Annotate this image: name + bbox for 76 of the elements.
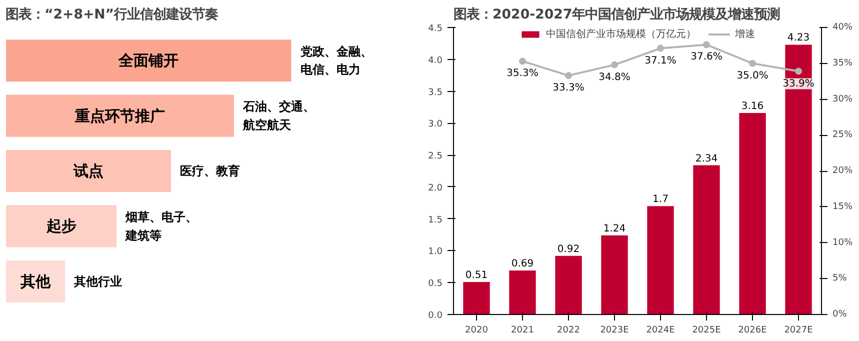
- x-tick-label: 2021: [511, 326, 534, 336]
- bar: [6, 204, 118, 248]
- y-tick-label: 其他: [20, 272, 52, 290]
- data-label: 35.3%: [506, 68, 538, 80]
- y-tick-label: 试点: [72, 162, 104, 180]
- bar: [785, 44, 812, 314]
- data-label: 0.92: [557, 244, 580, 255]
- x-tick-label: 2020: [465, 326, 488, 336]
- y-tick-label: 1.5: [428, 215, 443, 226]
- data-label: 0.69: [511, 258, 534, 270]
- y2-tick-label: 25%: [832, 130, 853, 140]
- data-label: 37.1%: [644, 55, 676, 66]
- y-tick-label: 全面铺开: [118, 52, 179, 70]
- data-label: 4.23: [787, 32, 810, 44]
- x-tick-label: 2025E: [692, 326, 722, 336]
- bar: [601, 235, 628, 314]
- data-label: 34.8%: [598, 72, 630, 83]
- bar: [739, 112, 766, 314]
- x-tick-label: 2026E: [738, 326, 768, 336]
- data-label: 1.7: [652, 194, 668, 206]
- legend-label: 中国信创产业市场规模（万亿元）: [546, 28, 696, 41]
- y-tick-label: 0.5: [428, 279, 443, 290]
- y2-tick-label: 20%: [832, 166, 853, 176]
- y2-tick-label: 10%: [832, 238, 853, 248]
- y-tick-label: 起步: [45, 217, 76, 236]
- annotation: 医疗、教育: [180, 164, 240, 178]
- x-tick-label: 2023E: [600, 326, 630, 336]
- data-label: 2.34: [695, 153, 718, 164]
- y-tick-label: 0.0: [428, 311, 443, 321]
- bar: [463, 282, 490, 314]
- y2-tick-label: 40%: [832, 22, 853, 32]
- y-tick-label: 2.5: [428, 152, 443, 162]
- annotation: 党政、金融、电信、电力: [299, 44, 372, 77]
- data-label: 33.9%: [782, 78, 814, 90]
- y2-tick-label: 35%: [832, 58, 853, 68]
- data-label: 1.24: [603, 223, 626, 234]
- point: [795, 68, 802, 75]
- x-tick-label: 2024E: [646, 326, 676, 336]
- bar: [693, 165, 720, 314]
- point: [749, 60, 756, 67]
- data-label: 37.6%: [690, 52, 722, 63]
- data-label: 3.16: [741, 100, 764, 112]
- data-label: 0.51: [465, 270, 488, 281]
- data-label: 35.0%: [736, 70, 768, 82]
- point: [565, 72, 572, 80]
- y-tick-label: 3.5: [428, 88, 443, 98]
- bar: [555, 256, 582, 314]
- y-tick-label: 3.0: [428, 120, 443, 130]
- y2-tick-label: 30%: [832, 94, 853, 104]
- y2-tick-label: 0%: [832, 310, 848, 320]
- bar: [6, 94, 235, 138]
- chart-title: 图表：2020-2027年中国信创产业市场规模及增速预测: [454, 6, 780, 22]
- legend-label: 增速: [735, 28, 755, 41]
- annotation: 石油、交通、航空航天: [242, 100, 316, 132]
- data-label: 33.3%: [552, 82, 584, 94]
- x-tick-label: 2027E: [784, 326, 814, 336]
- annotation: 其他行业: [73, 274, 122, 288]
- chart-title: 图表：“2+8+N”行业信创建设节奏: [6, 8, 220, 22]
- bar: [6, 38, 292, 83]
- y-tick-label: 重点环节推广: [74, 106, 165, 125]
- x-tick-label: 2022: [557, 326, 580, 336]
- bar: [647, 206, 674, 314]
- point: [611, 61, 618, 68]
- y2-tick-label: 5%: [832, 274, 848, 284]
- y-tick-label: 1.0: [428, 247, 443, 258]
- y2-tick-label: 15%: [832, 202, 853, 212]
- y-tick-label: 4.0: [428, 56, 443, 66]
- point: [519, 58, 526, 65]
- bar: [6, 259, 66, 304]
- bar: [509, 270, 536, 314]
- bar: [6, 148, 172, 194]
- point: [657, 44, 664, 52]
- y-tick-label: 4.5: [428, 24, 443, 34]
- annotation: 烟草、电子、建筑等: [124, 210, 198, 242]
- y-tick-label: 2.0: [428, 183, 443, 194]
- point: [703, 41, 710, 48]
